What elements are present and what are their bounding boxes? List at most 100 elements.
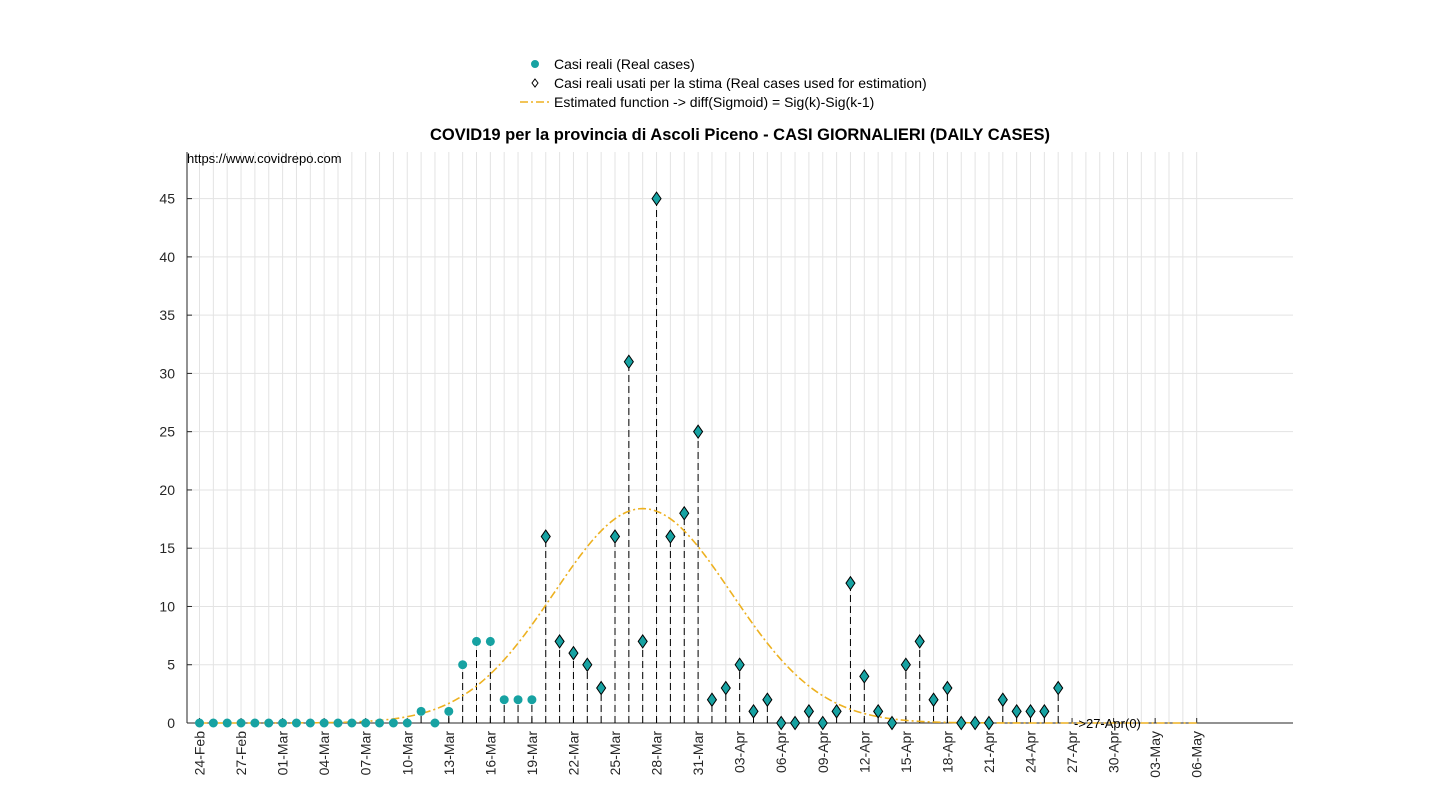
estimation-case-point (706, 692, 718, 708)
x-tick-label: 04-Mar (316, 731, 332, 776)
x-tick-label: 25-Mar (607, 731, 623, 776)
real-case-point (319, 718, 329, 728)
estimation-case-point (637, 634, 648, 649)
legend-label-estimate: Estimated function -> diff(Sigmoid) = Si… (554, 94, 874, 110)
real-case-point (250, 718, 260, 728)
estimation-case-point (845, 575, 856, 591)
y-tick-label: 30 (159, 365, 175, 381)
real-case-point (264, 718, 274, 728)
estimation-case-point (956, 715, 967, 731)
estimation-case-point (1011, 703, 1022, 719)
x-tick-label: 24-Apr (1023, 731, 1039, 773)
estimation-case-point (817, 715, 828, 731)
x-tick-label: 18-Apr (939, 731, 955, 773)
x-tick-label: 12-Apr (856, 731, 872, 773)
real-case-point (472, 636, 481, 646)
x-tick-label: 01-Mar (275, 731, 291, 776)
estimation-case-point (831, 703, 842, 719)
real-case-point (305, 718, 315, 728)
x-tick-label: 21-Apr (981, 731, 997, 773)
chart-title: COVID19 per la provincia di Ascoli Picen… (430, 126, 1050, 144)
x-tick-label: 22-Mar (565, 731, 581, 776)
estimation-case-point (748, 703, 759, 719)
legend-label-used-cases: Casi reali usati per la stima (Real case… (554, 75, 927, 91)
real-case-point (236, 718, 246, 728)
y-tick-label: 35 (159, 307, 175, 323)
x-tick-label: 27-Feb (233, 731, 249, 776)
estimation-case-point (873, 703, 884, 719)
real-case-point (375, 718, 385, 728)
real-case-point (388, 718, 398, 728)
estimation-case-point (762, 692, 773, 708)
x-tick-label: 13-Mar (441, 731, 457, 776)
x-tick-label: 15-Apr (898, 731, 914, 773)
estimation-case-point (776, 715, 787, 731)
forecast-annotation: ->27-Apr(0) (1074, 716, 1141, 731)
y-tick-label: 10 (159, 598, 175, 614)
x-tick-label: 19-Mar (524, 731, 540, 776)
real-case-point (195, 718, 204, 728)
label-layer: 0 5 10 15 20 25 30 35 40 45 24-Feb 27-Feb 01-Mar 04-M… (159, 191, 1204, 778)
real-case-point (222, 718, 232, 728)
estimation-case-point (803, 703, 815, 719)
estimation-case-point (914, 634, 925, 649)
real-case-point (527, 695, 537, 705)
estimation-case-point (734, 657, 745, 673)
y-tick-label: 5 (167, 657, 175, 673)
estimation-case-point (596, 680, 607, 696)
x-tick-label: 09-Apr (815, 731, 831, 773)
source-text: https://www.covidrepo.com (187, 151, 342, 166)
estimation-case-point (886, 715, 898, 731)
real-case-point (499, 695, 509, 705)
grid-layer (187, 152, 1293, 724)
estimation-case-point (568, 645, 579, 661)
estimation-case-point (997, 692, 1008, 708)
estimation-case-point (540, 529, 551, 544)
legend-diamond-marker (531, 78, 539, 88)
real-case-point (416, 706, 426, 716)
x-tick-label: 06-Apr (773, 731, 789, 773)
estimation-case-point (789, 715, 801, 731)
estimation-case-point (969, 715, 981, 731)
estimation-case-point (609, 529, 621, 544)
y-tick-label: 0 (167, 715, 175, 731)
x-tick-label: 03-Apr (732, 731, 748, 773)
x-tick-label: 06-May (1189, 731, 1205, 778)
x-tick-label: 07-Mar (358, 731, 374, 776)
estimation-case-point (1039, 703, 1050, 719)
estimation-case-point (692, 424, 704, 440)
estimation-case-point (900, 657, 911, 673)
y-tick-label: 45 (159, 191, 175, 207)
estimation-case-point (679, 505, 690, 521)
real-case-point (333, 718, 343, 728)
marker-layer (195, 191, 1064, 731)
x-tick-label: 24-Feb (192, 731, 208, 776)
estimation-case-point (928, 692, 939, 708)
real-case-point (291, 718, 301, 728)
y-tick-label: 15 (159, 540, 175, 556)
real-case-point (444, 706, 454, 716)
real-case-point (513, 695, 523, 705)
legend-circle-marker (531, 60, 539, 68)
real-case-point (347, 718, 357, 728)
x-tick-label: 27-Apr (1064, 731, 1080, 773)
x-tick-label: 03-May (1147, 731, 1163, 778)
estimation-case-point (859, 669, 870, 684)
x-tick-label: 10-Mar (399, 731, 415, 776)
x-tick-label: 31-Mar (690, 731, 706, 776)
estimation-case-point (582, 657, 593, 673)
real-case-point (430, 718, 440, 728)
estimation-case-point (623, 354, 634, 370)
x-tick-label: 28-Mar (649, 731, 665, 776)
estimation-case-point (1053, 680, 1064, 696)
estimation-case-point (554, 634, 565, 649)
estimation-case-point (1025, 703, 1036, 719)
real-case-point (402, 718, 412, 728)
x-tick-label: 16-Mar (482, 731, 498, 776)
estimation-case-point (942, 680, 953, 696)
real-case-point (278, 718, 288, 728)
y-tick-label: 40 (159, 249, 175, 265)
estimation-case-point (651, 191, 662, 206)
y-tick-label: 25 (159, 424, 175, 440)
estimation-case-point (983, 715, 995, 731)
